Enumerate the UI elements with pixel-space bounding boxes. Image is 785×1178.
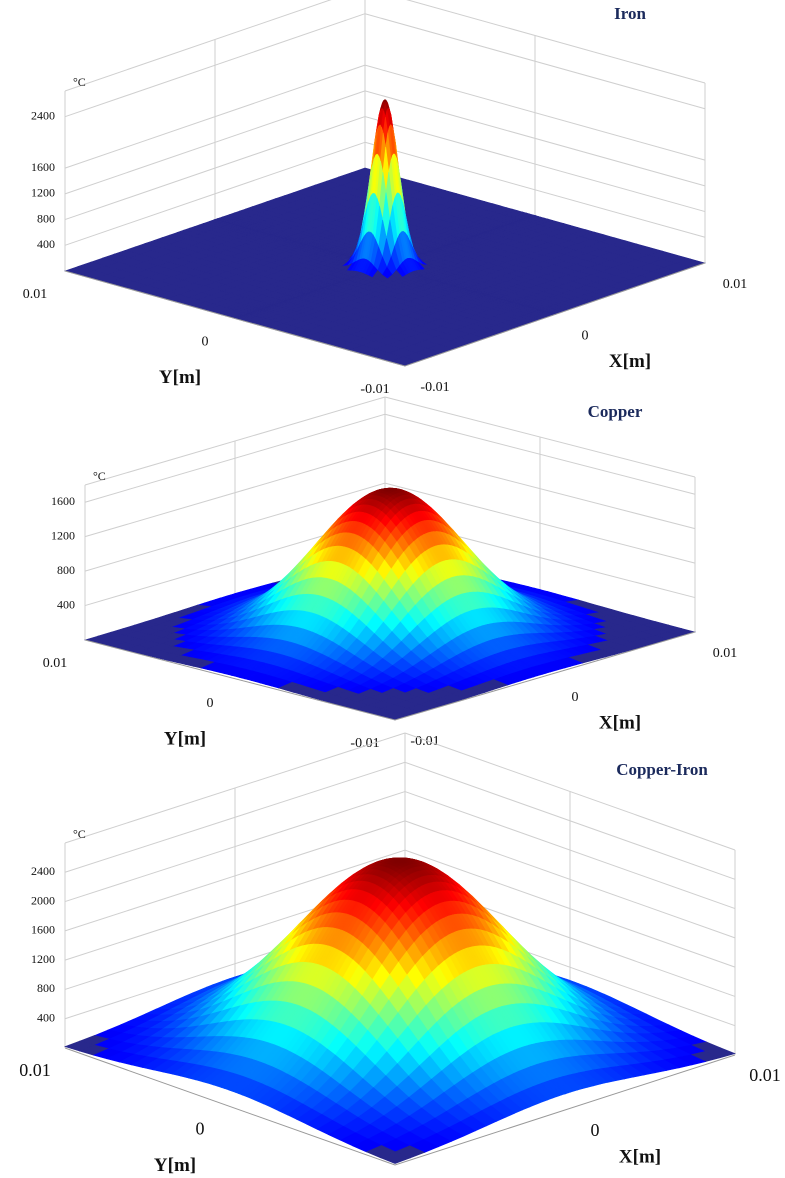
- z-tick-label: 1600: [31, 923, 55, 937]
- z-tick-label: 1200: [31, 952, 55, 966]
- y-axis-label: Y[m]: [164, 728, 206, 749]
- y-tick-label: 0: [207, 696, 214, 711]
- z-tick-label: 400: [57, 597, 75, 611]
- z-tick-label: 2000: [31, 893, 55, 907]
- z-axis-label: °C: [93, 469, 106, 483]
- z-tick-label: 1600: [51, 494, 75, 508]
- surface-chart: 400 800 1200 1600 2400 °C -0.01 0 0.01 -0.01 0 0.01…: [23, 0, 748, 397]
- surface: [64, 857, 736, 1164]
- z-tick-label: 2400: [31, 108, 55, 122]
- y-tick-label: 0.01: [23, 287, 48, 302]
- x-tick-label: 0: [572, 690, 579, 705]
- z-tick-label: 800: [37, 211, 55, 225]
- z-axis-label: °C: [73, 827, 86, 841]
- z-tick-label: 400: [37, 1010, 55, 1024]
- x-tick-label: -0.01: [420, 380, 449, 395]
- surface-chart: 40080012001600°C-0.0100.01-0.0100.01Y[m]…: [43, 396, 738, 751]
- y-tick-label: -0.01: [360, 382, 389, 397]
- x-axis-label: X[m]: [599, 712, 641, 733]
- chart-title: Iron: [614, 4, 646, 23]
- x-tick-label: 0: [582, 329, 589, 344]
- surface-chart: 4008001200160020002400°C-0.0100.01-0.010…: [19, 732, 781, 1178]
- surface: [83, 487, 697, 721]
- z-tick-label: 800: [37, 981, 55, 995]
- y-axis-label: Y[m]: [159, 367, 201, 388]
- z-tick-label: 1200: [51, 528, 75, 542]
- x-tick-label: 0.01: [713, 646, 738, 661]
- z-tick-label: 800: [57, 563, 75, 577]
- x-axis-label: X[m]: [609, 351, 651, 372]
- z-tick-label: 400: [37, 237, 55, 251]
- y-tick-label: 0: [202, 335, 209, 350]
- y-tick-label: 0.01: [43, 656, 68, 671]
- surface: [63, 99, 707, 367]
- z-axis-label: °C: [73, 75, 86, 89]
- z-tick-label: 1200: [31, 186, 55, 200]
- z-tick-label: 1600: [31, 160, 55, 174]
- chart-title: Copper: [588, 402, 643, 421]
- x-tick-label: 0.01: [723, 277, 748, 292]
- z-tick-label: 2400: [31, 864, 55, 878]
